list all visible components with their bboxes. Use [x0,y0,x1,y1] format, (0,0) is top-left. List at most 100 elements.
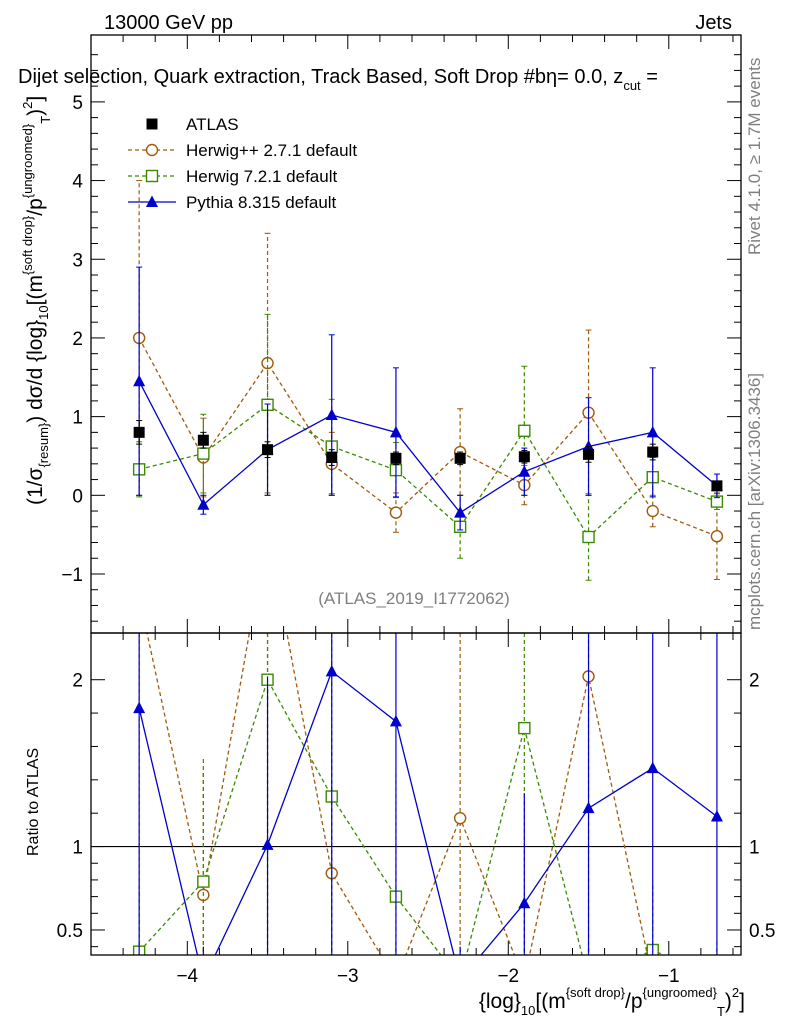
plot-title-tail: = 0.0, z [557,66,623,88]
pythia-8-315-default-ratio-point [518,896,531,909]
pythia-8-315-default-main-point [325,408,338,421]
atlas-main-point [518,451,530,463]
legend-atlas-label: ATLAS [186,115,239,134]
pythia-8-315-default-ratio-point [133,701,146,714]
x-label-sup3: {ungroomed} [643,985,718,1000]
ratio-frame [90,632,742,956]
main-y-tick-label: 1 [72,408,83,429]
x-tick-label: −3 [337,966,359,987]
ratio-y-tick-label-right: 1 [749,838,760,859]
ratio-panel: −4 −3 −2 −1 0.5 0.5 1 1 2 2 [57,524,775,987]
legend-herwig-7-2-1-default-marker [145,169,159,183]
x-label-sub1: 10 [521,1003,535,1018]
pythia-8-315-default-main-point [197,498,210,510]
herwig-7-2-1-default-ratio-point [455,975,466,986]
y-label-part6: ] [24,96,47,102]
analysis-id-label: (ATLAS_2019_I1772062) [318,589,510,608]
herwig-2-7-1-default-main-point [710,530,724,543]
legend-herwig-2-7-1-default-label: Herwig++ 2.7.1 default [186,141,357,160]
ratio-y-tick-label-right: 0.5 [749,921,775,942]
pythia-8-315-default-main-point [454,506,467,518]
x-tick-label: −2 [497,966,519,987]
plot-title-main: Dijet selection, Quark extraction, Track… [18,66,546,88]
plot-title-end: = [641,66,658,88]
y-label-part5: ) [24,109,47,116]
plot-title-cut: cut [623,78,641,93]
legend-pythia-8-315-default-label: Pythia 8.315 default [186,193,337,212]
herwig-2-7-1-default-ratio-point [711,975,722,986]
plot-title: Dijet selection, Quark extraction, Track… [18,66,658,93]
herwig-2-7-1-default-ratio-point [390,975,401,986]
pythia-8-315-default-ratio-point [197,974,209,986]
y-label-part1: (1/σ [24,467,47,505]
herwig-7-2-1-default-main-point [582,530,595,544]
ratio-y-tick-label: 1 [72,838,83,859]
herwig-2-7-1-default-main-point [646,504,659,518]
y-label-part2: ) dσ/d {log} [24,320,47,423]
pythia-8-315-default-ratio-point [325,664,338,677]
herwig-2-7-1-default-ratio-point [262,524,273,535]
main-y-tick-label: 2 [72,329,83,350]
atlas-main-point [326,452,338,464]
rivet-label: Rivet 4.1.0, ≥ 1.7M events [745,58,764,255]
pythia-8-315-default-ratio-point [646,761,659,774]
y-label-sub1: {resum} [36,422,51,467]
x-axis-label: {log}10[(m{soft drop}/p{ungroomed} T)2] [479,985,745,1019]
ratio-y-tick-label: 0.5 [57,921,83,942]
herwig-2-7-1-default-ratio-point [519,975,530,986]
herwig-7-2-1-default-main-point [197,447,210,460]
legend-atlas-marker [146,118,158,130]
x-tick-label: −1 [658,966,680,987]
atlas-main-point [262,444,274,456]
pythia-8-315-default-ratio-line [138,670,718,955]
energy-label: 13000 GeV pp [104,12,233,34]
herwig-7-2-1-default-main-point [518,424,531,437]
main-y-tick-label: −1 [61,565,83,586]
herwig-2-7-1-default-ratio-point [647,975,658,986]
pythia-8-315-default-main-point [518,465,531,477]
main-y-tick-label: 3 [72,250,83,271]
y-label-part4: /p [24,198,47,216]
x-tick-label: −4 [176,966,198,987]
herwig-7-2-1-default-ratio-point [711,975,722,986]
atlas-main-point [647,446,659,458]
ratio-series-group [132,524,723,986]
pythia-8-315-default-main-point [582,440,595,452]
herwig-7-2-1-default-ratio-point [583,975,594,986]
herwig-2-7-1-default-ratio-line [146,633,649,955]
legend-herwig-7-2-1-default-label: Herwig 7.2.1 default [186,167,337,186]
pythia-8-315-default-main-point [389,425,402,438]
herwig-7-2-1-default-ratio-line [138,678,665,955]
mcplots-label: mcplots.cern.ch [arXiv:1306.3436] [745,373,764,630]
x-label-sup2: {soft drop} [566,985,626,1000]
jets-label: Jets [695,12,732,34]
atlas-main-point [454,452,466,464]
herwig-2-7-1-default-main-line [138,337,718,537]
herwig-2-7-1-default-ratio-point [453,811,467,825]
atlas-main-point [197,434,209,446]
main-y-tick-label: 5 [72,93,83,114]
pythia-8-315-default-main-point [133,374,146,387]
atlas-main-point [711,480,723,492]
pythia-8-315-default-ratio-point [710,810,723,822]
y-label-sub2: 10 [36,305,51,319]
herwig-7-2-1-default-main-line [138,404,718,539]
main-series-group [132,180,724,581]
atlas-main-point [390,452,402,464]
pythia-8-315-default-main-line [138,380,718,514]
x-label-sub3: T [717,1004,725,1019]
main-y-tick-label: 4 [72,172,83,193]
legend-pythia-8-315-default-marker [146,195,158,207]
main-y-axis-label: (1/σ{resum}) dσ/d {log}10[(m{soft drop}/… [20,96,53,505]
x-label-part2: [(m [535,990,565,1013]
y-label-sup3: {soft drop} [20,215,35,275]
x-label-part1: {log} [479,990,521,1013]
main-y-tick-label: 0 [72,486,83,507]
pythia-8-315-default-ratio-point [389,714,402,727]
y-label-sup4: {ungroomed} [20,123,35,198]
plot-title-beta: η [546,66,557,88]
y-label-sub4: T [38,116,53,124]
x-label-part4: ) [725,990,732,1013]
pythia-8-315-default-main-point [646,425,659,438]
